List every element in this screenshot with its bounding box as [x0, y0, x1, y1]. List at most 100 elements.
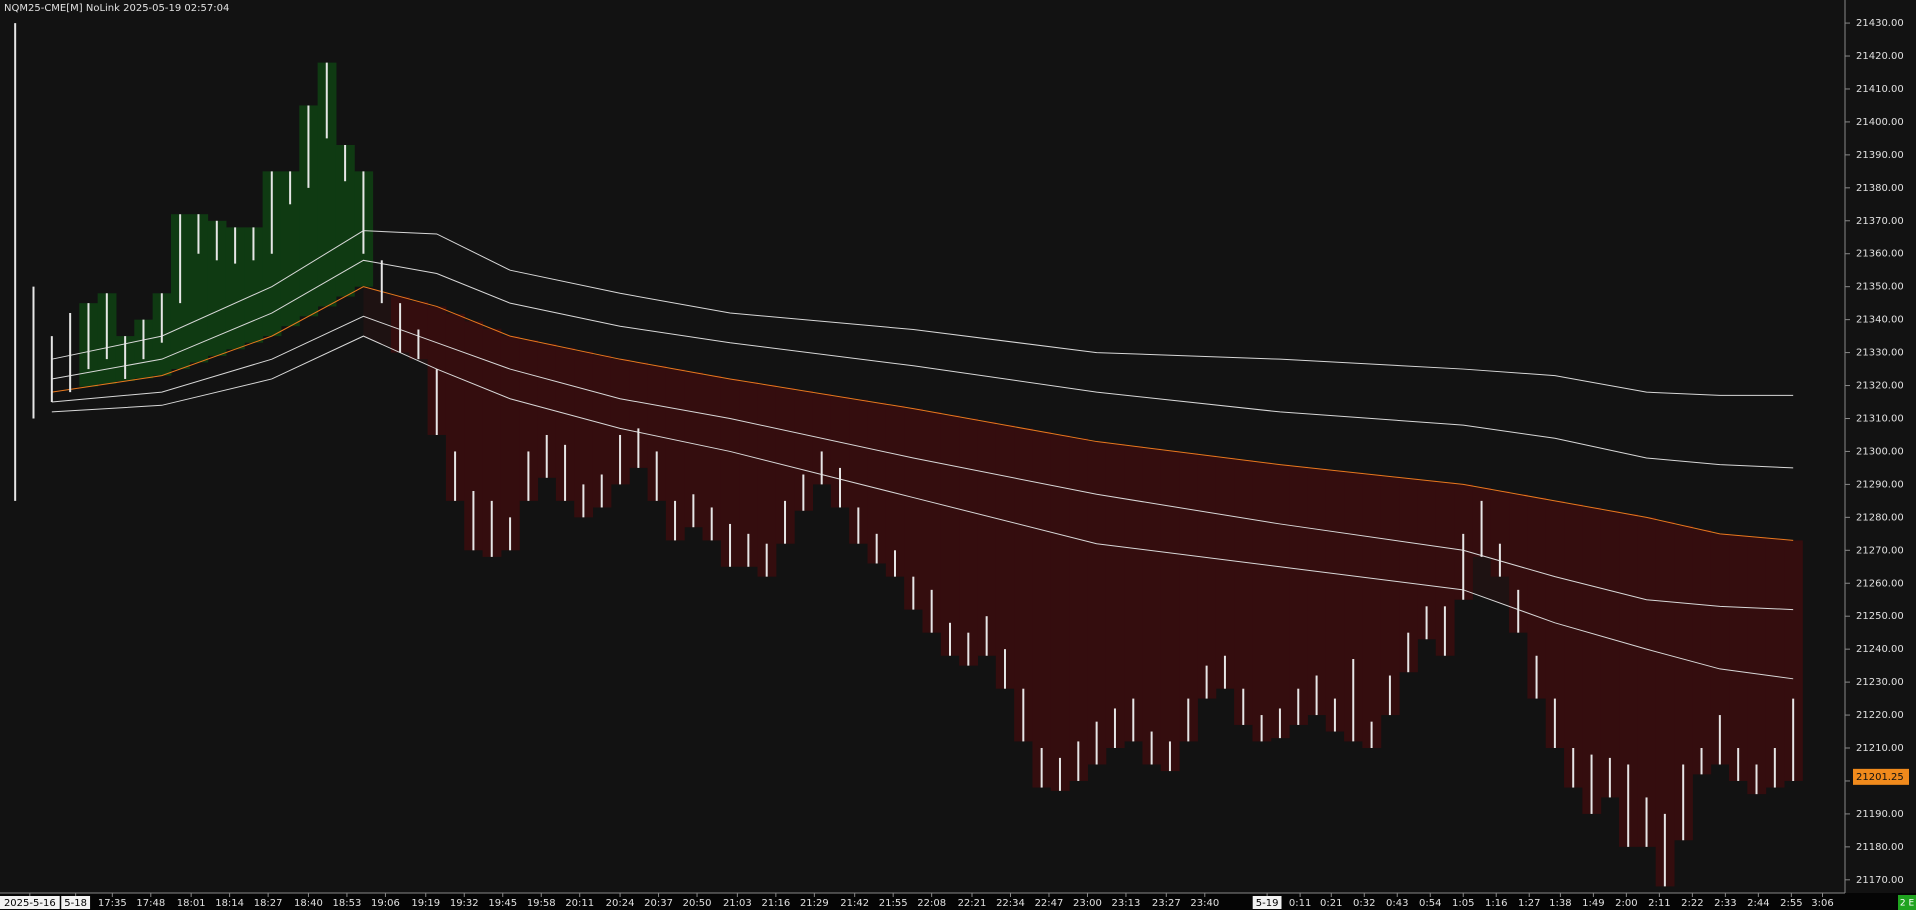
- y-tick-label: 21430.00: [1856, 18, 1904, 29]
- below-fill: [1674, 525, 1693, 841]
- below-fill: [1014, 428, 1033, 742]
- below-fill: [794, 390, 814, 511]
- above-fill: [335, 144, 355, 297]
- x-tick-label: 19:58: [527, 898, 556, 909]
- below-fill: [1582, 507, 1602, 814]
- x-tick-label: 18:27: [254, 898, 283, 909]
- y-tick-label: 21390.00: [1856, 150, 1904, 161]
- below-fill: [977, 421, 997, 656]
- x-tick-label: 2025-5-16: [4, 898, 56, 909]
- y-tick-label: 21400.00: [1856, 117, 1904, 128]
- above-fill: [207, 220, 227, 356]
- x-tick-label: 21:29: [800, 898, 829, 909]
- x-tick-label: 21:42: [840, 898, 869, 909]
- below-fill: [482, 328, 502, 557]
- below-fill: [1234, 460, 1253, 725]
- below-fill: [1124, 446, 1143, 742]
- x-tick-label: 0:21: [1320, 898, 1342, 909]
- x-tick-highlight: [61, 896, 91, 909]
- band-line: [51, 315, 1794, 611]
- below-fill: [1747, 537, 1767, 795]
- below-fill: [1765, 538, 1785, 788]
- above-fill: [299, 105, 319, 317]
- x-tick-label: 1:16: [1485, 898, 1507, 909]
- below-fill: [830, 396, 850, 508]
- x-tick-label: 2:33: [1714, 898, 1736, 909]
- below-fill: [500, 336, 520, 551]
- x-tick-label: 0:32: [1353, 898, 1375, 909]
- y-tick-label: 21310.00: [1856, 413, 1904, 424]
- x-tick-label: 0:43: [1386, 898, 1408, 909]
- x-tick-label: 22:34: [996, 898, 1025, 909]
- below-fill: [574, 351, 594, 518]
- y-tick-label: 21370.00: [1856, 216, 1904, 227]
- below-fill: [592, 355, 612, 508]
- below-fill: [1729, 535, 1748, 781]
- x-tick-label: 20:24: [606, 898, 635, 909]
- x-tick-label: 22:21: [958, 898, 987, 909]
- y-tick-label: 21360.00: [1856, 249, 1904, 260]
- below-fill: [1270, 464, 1290, 739]
- below-fill: [1069, 438, 1088, 781]
- below-fill: [1344, 472, 1363, 742]
- below-fill: [1087, 441, 1107, 765]
- below-fill: [464, 321, 484, 551]
- below-fill: [959, 418, 978, 666]
- y-tick-label: 21410.00: [1856, 84, 1904, 95]
- below-fill: [1160, 450, 1180, 772]
- y-tick-label: 21180.00: [1856, 842, 1904, 853]
- below-fill: [1399, 478, 1418, 673]
- x-tick-label: 0:11: [1289, 898, 1311, 909]
- x-tick-label: 1:38: [1549, 898, 1571, 909]
- y-tick-label: 21330.00: [1856, 348, 1904, 359]
- y-tick-label: 21280.00: [1856, 512, 1904, 523]
- below-fill: [610, 359, 630, 485]
- band-line: [51, 286, 1794, 541]
- x-tick-label: 20:37: [644, 898, 673, 909]
- below-fill: [867, 402, 887, 564]
- above-fill: [189, 214, 209, 363]
- y-tick-label: 21240.00: [1856, 644, 1904, 655]
- below-fill: [849, 399, 869, 544]
- below-fill: [1179, 453, 1198, 742]
- below-fill: [940, 415, 960, 656]
- below-fill: [922, 411, 942, 633]
- above-fill: [280, 171, 300, 327]
- below-fill: [1600, 510, 1620, 798]
- last-price-label: 21201.25: [1856, 772, 1904, 783]
- x-tick-label: 19:06: [371, 898, 400, 909]
- y-tick-label: 21230.00: [1856, 677, 1904, 688]
- below-fill: [1435, 482, 1455, 656]
- chart-title: NQM25-CME[M] NoLink 2025-05-19 02:57:04: [4, 3, 229, 14]
- status-box: [1898, 895, 1916, 910]
- x-tick-label: 2:44: [1747, 898, 1769, 909]
- below-fill: [1417, 480, 1437, 640]
- below-fill: [1655, 521, 1675, 887]
- below-fill: [1490, 490, 1510, 577]
- x-tick-label: 21:16: [761, 898, 790, 909]
- below-fill: [519, 339, 539, 501]
- below-fill: [1362, 474, 1382, 749]
- x-tick-label: 19:45: [488, 898, 517, 909]
- below-fill: [1252, 462, 1272, 742]
- below-fill: [1380, 476, 1400, 716]
- y-tick-label: 21220.00: [1856, 710, 1904, 721]
- below-fill: [702, 375, 722, 541]
- x-tick-label: 20:11: [565, 898, 594, 909]
- x-tick-label: 3:06: [1811, 898, 1833, 909]
- x-tick-label: 1:27: [1518, 898, 1540, 909]
- below-fill: [739, 381, 759, 567]
- y-tick-label: 21380.00: [1856, 183, 1904, 194]
- x-tick-label: 5-18: [64, 898, 87, 909]
- below-fill: [647, 365, 667, 501]
- x-tick-label: 18:14: [215, 898, 244, 909]
- below-fill: [1142, 448, 1162, 765]
- below-fill: [720, 378, 740, 567]
- x-tick-label: 2:55: [1780, 898, 1802, 909]
- x-tick-label: 2:11: [1648, 898, 1670, 909]
- y-tick-label: 21350.00: [1856, 282, 1904, 293]
- below-fill: [1289, 466, 1308, 725]
- status-label: 2 E: [1900, 899, 1915, 909]
